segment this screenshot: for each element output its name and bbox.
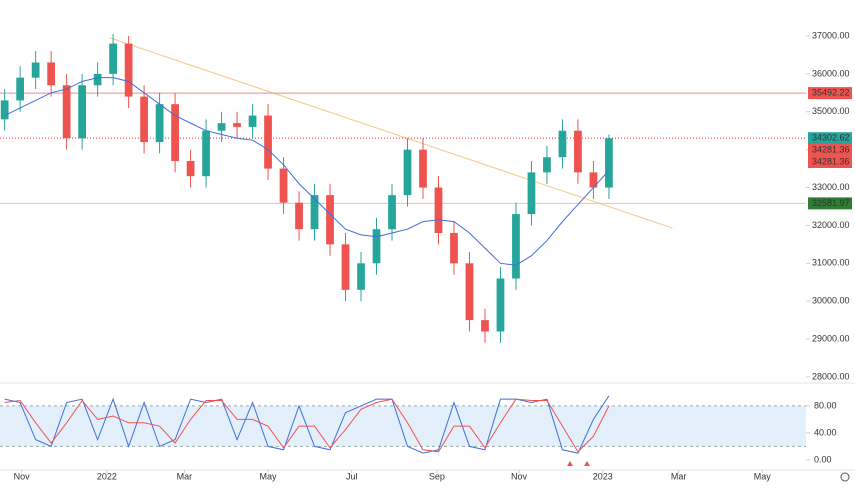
y-tick-label: 31000.00 [812, 258, 850, 268]
candle-body [512, 214, 520, 279]
candle-body [16, 77, 25, 101]
candle-body [558, 130, 567, 158]
candle-body [202, 130, 210, 177]
candle-body [527, 172, 536, 215]
x-tick-label: Mar [671, 471, 687, 481]
candle-body [264, 115, 272, 169]
settings-icon[interactable] [840, 472, 850, 482]
candle-body [109, 43, 117, 74]
level-label: 35492.22 [812, 87, 850, 97]
candle-body [62, 85, 71, 139]
level-label-bg [808, 87, 852, 100]
price-label: 34281.36 [812, 144, 850, 154]
price-label-bg [808, 155, 852, 168]
candle-body [248, 115, 257, 127]
price-label: 34281.36 [812, 156, 850, 166]
y-tick-label: 36000.00 [812, 68, 850, 78]
y-tick-label: 80.00 [814, 400, 837, 410]
candle-body [140, 96, 148, 143]
candle-body [295, 202, 303, 230]
gear[interactable] [840, 472, 850, 482]
candle-body [124, 43, 133, 97]
candle-body [78, 85, 86, 139]
candle-body [341, 244, 350, 290]
candle-body [574, 130, 582, 173]
candle-body [372, 229, 381, 264]
candle-body [93, 73, 102, 86]
level-label-bg [808, 132, 852, 145]
y-tick-label: 28000.00 [812, 371, 850, 381]
candle-body [465, 263, 474, 321]
candle-body [403, 149, 412, 196]
level-label: 34302.62 [812, 133, 850, 143]
candle-body [155, 104, 164, 143]
candle-body [310, 195, 319, 230]
candle-body [419, 149, 427, 188]
y-tick-label: 29000.00 [812, 333, 850, 343]
candle-body [589, 172, 598, 188]
level-label: 32581.97 [812, 198, 850, 208]
x-tick-label: Nov [14, 471, 31, 481]
y-tick-label: 33000.00 [812, 182, 850, 192]
y-tick-label: 32000.00 [812, 220, 850, 230]
candle-body [605, 138, 613, 188]
y-tick-label: 35000.00 [812, 106, 850, 116]
candle-body [481, 320, 489, 332]
oscillator-band [0, 405, 806, 447]
candle-body [326, 195, 334, 245]
x-tick-label: May [754, 471, 772, 481]
candle-body [450, 233, 458, 264]
candle-body [279, 168, 288, 203]
candle-body [186, 161, 195, 177]
moving-average [4, 77, 610, 266]
y-tick-label: 37000.00 [812, 30, 850, 40]
candle-body [388, 195, 396, 230]
trendline [109, 37, 673, 229]
candle-body [543, 157, 551, 173]
x-tick-label: Sep [429, 471, 445, 481]
x-tick-label: Jul [346, 471, 358, 481]
signal-markers [567, 461, 590, 466]
y-tick-label: 0.00 [814, 454, 832, 464]
candle-body [357, 263, 365, 290]
candle-body [0, 100, 9, 120]
x-tick-label: May [260, 471, 278, 481]
x-tick-label: Mar [177, 471, 193, 481]
price-label-bg [808, 143, 852, 156]
x-tick-label: Nov [511, 471, 528, 481]
candle-body [233, 123, 241, 127]
candle-body [47, 62, 56, 86]
x-tick-label: 2023 [593, 471, 613, 481]
candle-body [496, 278, 505, 332]
y-tick-label: 30000.00 [812, 296, 850, 306]
oscillator-line [4, 398, 610, 453]
x-tick-label: 2022 [97, 471, 117, 481]
candle-body [171, 104, 179, 162]
y-tick-label: 40.00 [814, 427, 837, 437]
candle-body [217, 123, 226, 131]
level-label-bg [808, 197, 852, 210]
candle-body [434, 187, 443, 234]
candle-body [31, 62, 40, 78]
